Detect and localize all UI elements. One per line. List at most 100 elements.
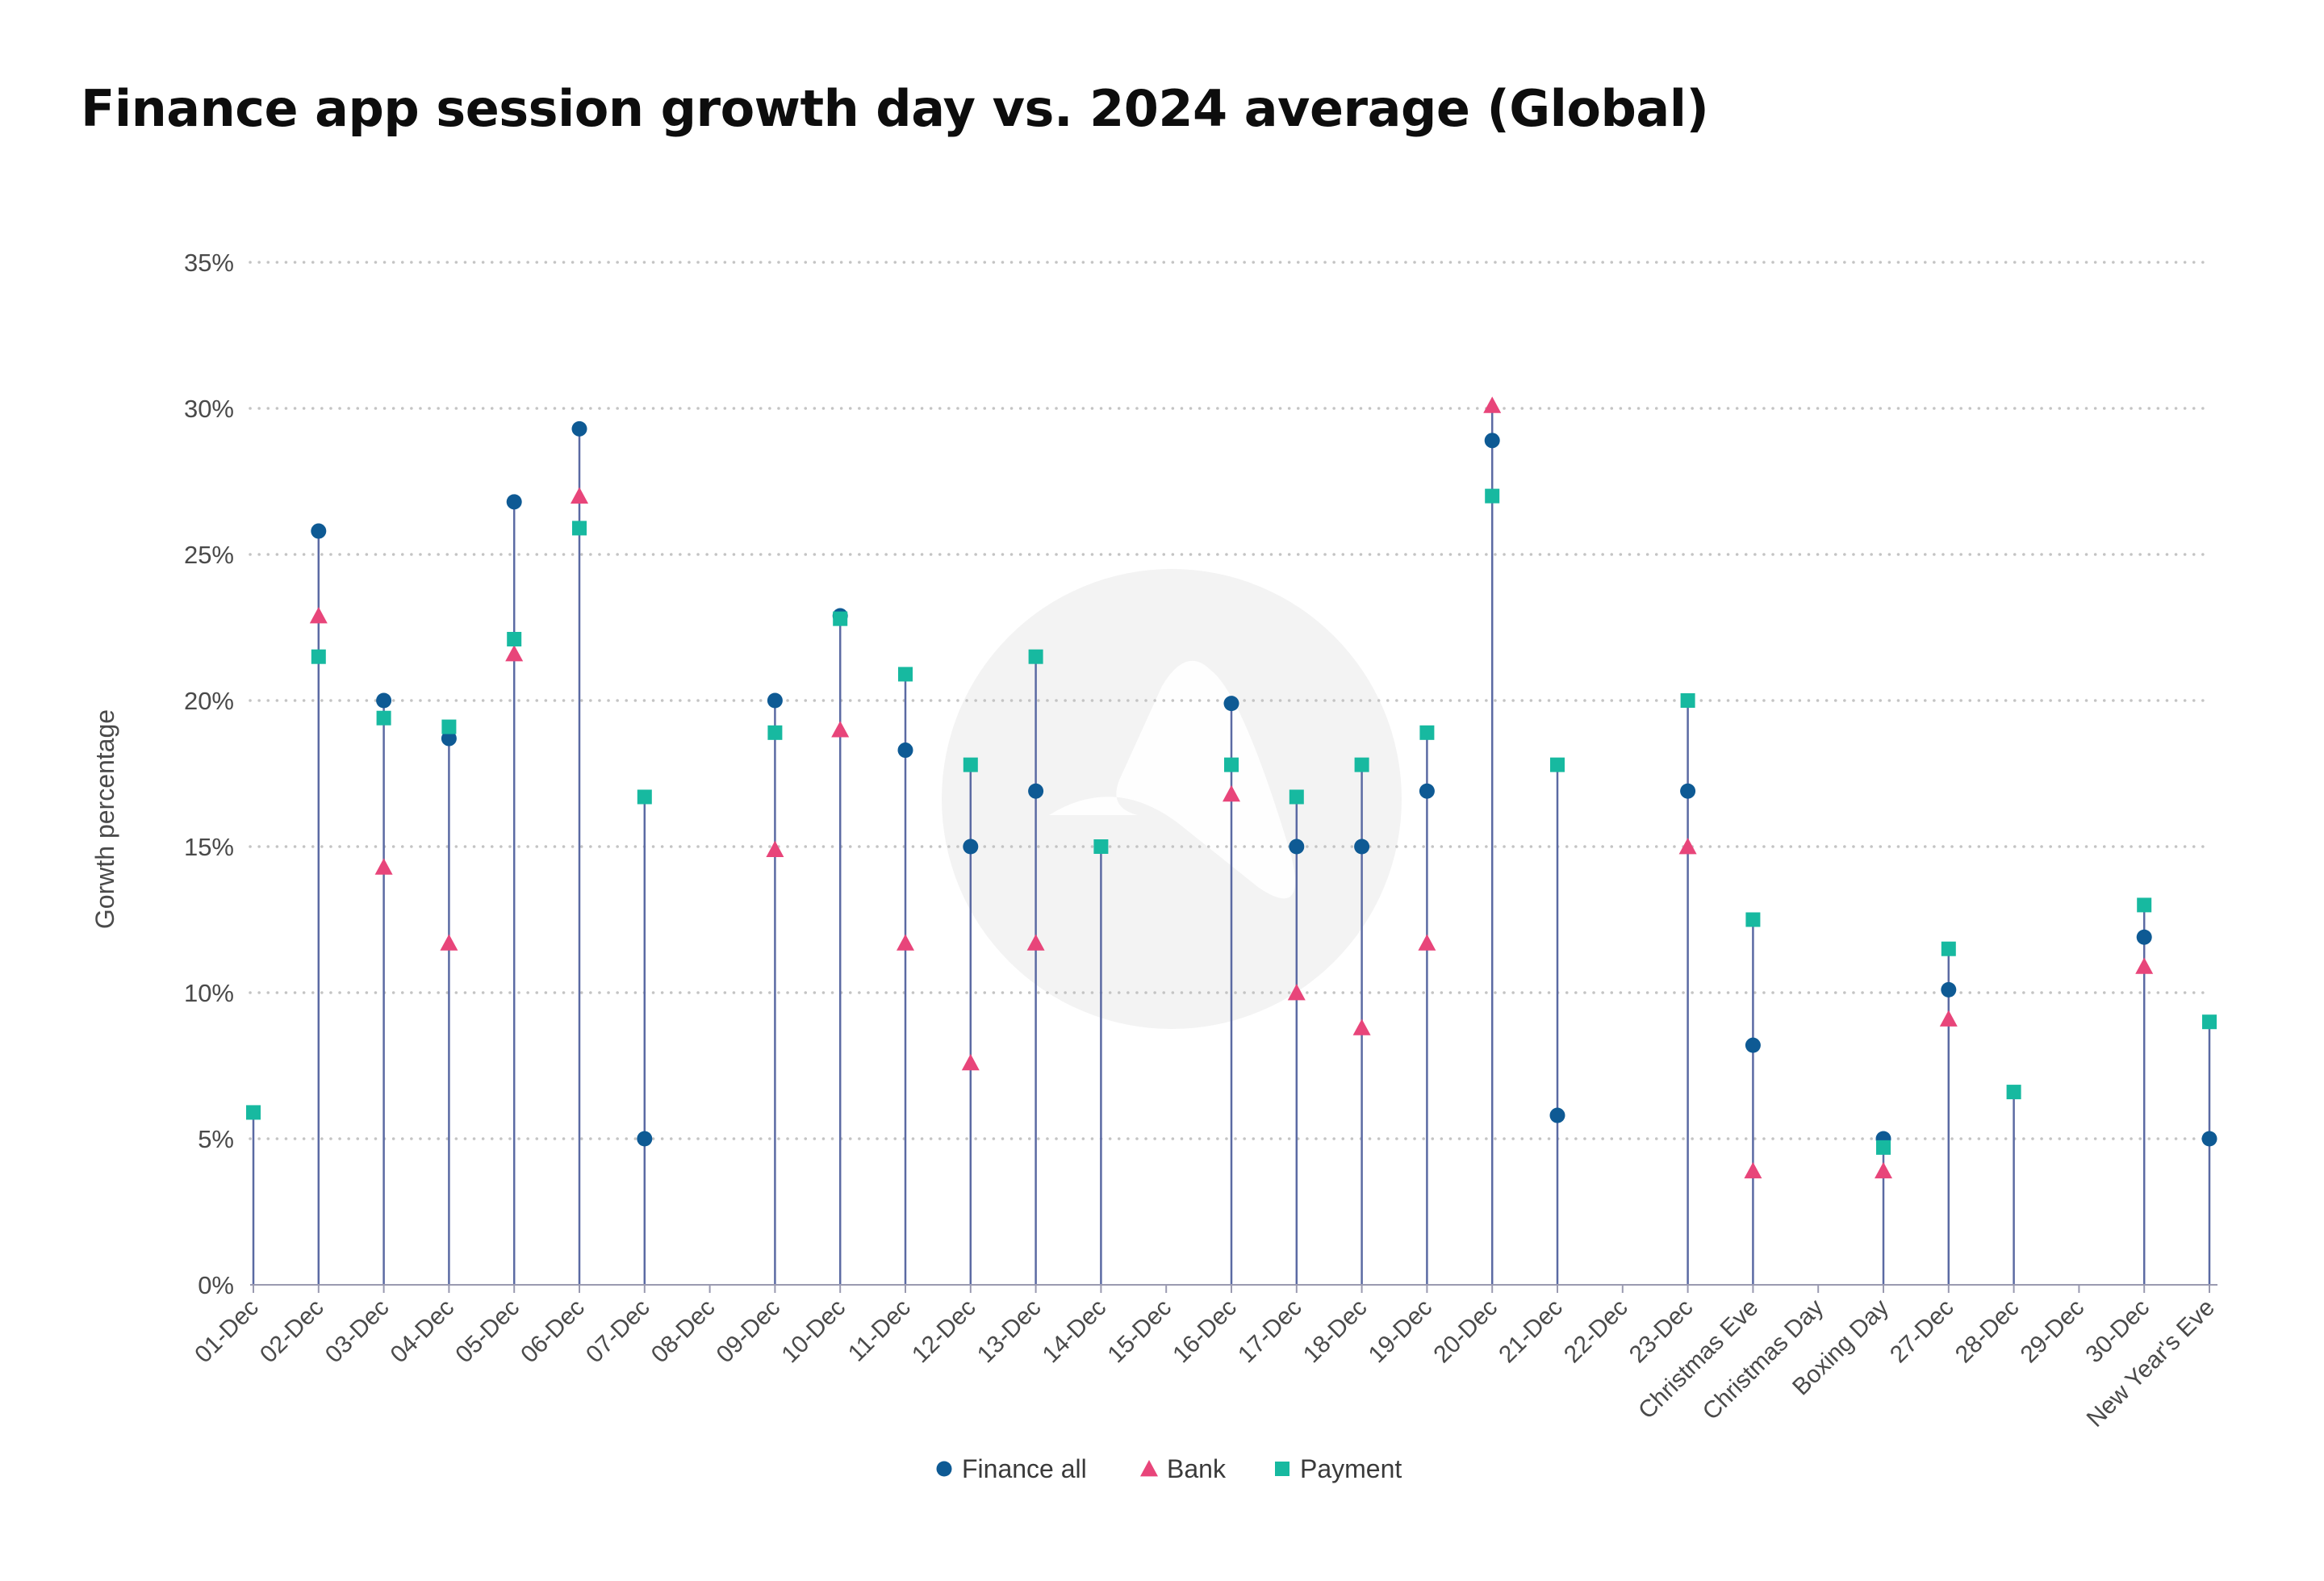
x-tick-label: 05-Dec [450,1294,525,1369]
marker-payment [1550,757,1565,772]
marker-payment [246,1105,261,1120]
marker-bank [897,934,914,951]
x-tick-label: 28-Dec [1950,1294,2025,1369]
marker-payment [1354,757,1369,772]
marker-payment [898,667,913,682]
marker-bank [1939,1010,1958,1027]
marker-finance-all [637,1131,653,1147]
marker-payment [1289,789,1304,805]
marker-bank [2135,957,2154,974]
y-tick-label: 10% [184,979,234,1007]
marker-finance-all [1484,433,1500,449]
marker-finance-all [767,692,783,709]
x-tick-label: 12-Dec [907,1294,981,1369]
y-tick-labels: 0% 5% 10% 15% 20% 25% 30% 35% [184,249,234,1299]
marker-payment [637,789,652,805]
marker-bank [374,858,393,875]
marker-bank [1744,1161,1762,1179]
y-tick-label: 15% [184,833,234,861]
x-tick-label: 03-Dec [320,1294,395,1369]
marker-bank [766,840,784,857]
marker-payment [963,757,978,772]
lollipop-stems [252,405,2211,1285]
marker-payment [2137,897,2152,913]
marker-payment [1485,488,1500,504]
marker-payment [833,611,848,626]
marker-payment [2202,1014,2217,1030]
marker-finance-all [897,742,913,759]
marker-finance-all [1549,1107,1565,1123]
marker-finance-all [1745,1037,1761,1053]
marker-bank [1223,784,1240,802]
x-tick-label: 10-Dec [776,1294,851,1369]
chart-title: Finance app session growth day vs. 2024 … [81,79,1709,138]
marker-payment [767,725,783,740]
legend-marker-payment [1275,1462,1289,1476]
y-tick-label: 5% [198,1125,234,1153]
x-tick-label: 17-Dec [1233,1294,1307,1369]
marker-payment [1680,693,1695,708]
marker-finance-all [1941,981,1957,998]
marker-payment [1876,1140,1891,1155]
x-tick-label: 16-Dec [1168,1294,1242,1369]
y-tick-label: 35% [184,249,234,277]
x-tick-label: 18-Dec [1298,1294,1373,1369]
legend: Finance all Bank Payment [936,1454,1402,1483]
marker-payment [1745,912,1761,927]
data-markers [246,396,2217,1179]
marker-finance-all [441,730,457,747]
y-tick-label: 20% [184,687,234,715]
marker-payment [311,649,326,664]
marker-finance-all [1680,783,1696,799]
x-tick-label: 21-Dec [1494,1294,1568,1369]
y-tick-label: 25% [184,541,234,569]
x-tick-label: 29-Dec [2016,1294,2090,1369]
x-tick-label: 19-Dec [1364,1294,1438,1369]
marker-finance-all [1419,783,1435,799]
marker-bank [505,645,524,662]
y-tick-label: 0% [198,1271,234,1299]
marker-bank [1352,1018,1371,1035]
marker-payment [2006,1085,2021,1100]
marker-finance-all [963,839,979,855]
marker-payment [1941,941,1956,956]
x-tick-label: 04-Dec [386,1294,460,1369]
marker-payment [572,521,587,536]
marker-finance-all [2201,1131,2217,1147]
x-tick-labels: 01-Dec02-Dec03-Dec04-Dec05-Dec06-Dec07-D… [190,1294,2220,1433]
x-tick-label: 13-Dec [972,1294,1047,1369]
marker-payment [376,710,391,726]
marker-finance-all [376,692,392,709]
marker-bank [1026,934,1045,951]
x-axis [250,1284,2217,1293]
y-tick-label: 30% [184,395,234,423]
marker-bank [1418,934,1436,951]
x-tick-label: 06-Dec [516,1294,590,1369]
marker-bank [571,487,588,504]
marker-bank [309,607,328,624]
marker-bank [831,721,850,738]
marker-payment [507,631,522,646]
marker-finance-all [1354,839,1370,855]
x-tick-label: 09-Dec [712,1294,786,1369]
x-tick-label: 08-Dec [646,1294,721,1369]
x-tick-label: 20-Dec [1428,1294,1503,1369]
x-tick-label: 15-Dec [1102,1294,1177,1369]
marker-finance-all [1223,696,1239,712]
watermark-logo [942,569,1402,1029]
x-tick-label: 07-Dec [581,1294,655,1369]
x-tick-label: 02-Dec [255,1294,329,1369]
marker-bank [961,1053,980,1071]
legend-label-payment: Payment [1300,1454,1402,1483]
marker-finance-all [1289,839,1305,855]
marker-bank [1678,838,1697,855]
marker-bank [440,934,458,951]
x-tick-label: 22-Dec [1559,1294,1633,1369]
marker-payment [441,719,457,734]
marker-bank [1483,396,1502,413]
marker-finance-all [311,523,327,539]
marker-payment [1419,725,1435,740]
marker-finance-all [2136,929,2152,945]
marker-finance-all [1028,783,1044,799]
